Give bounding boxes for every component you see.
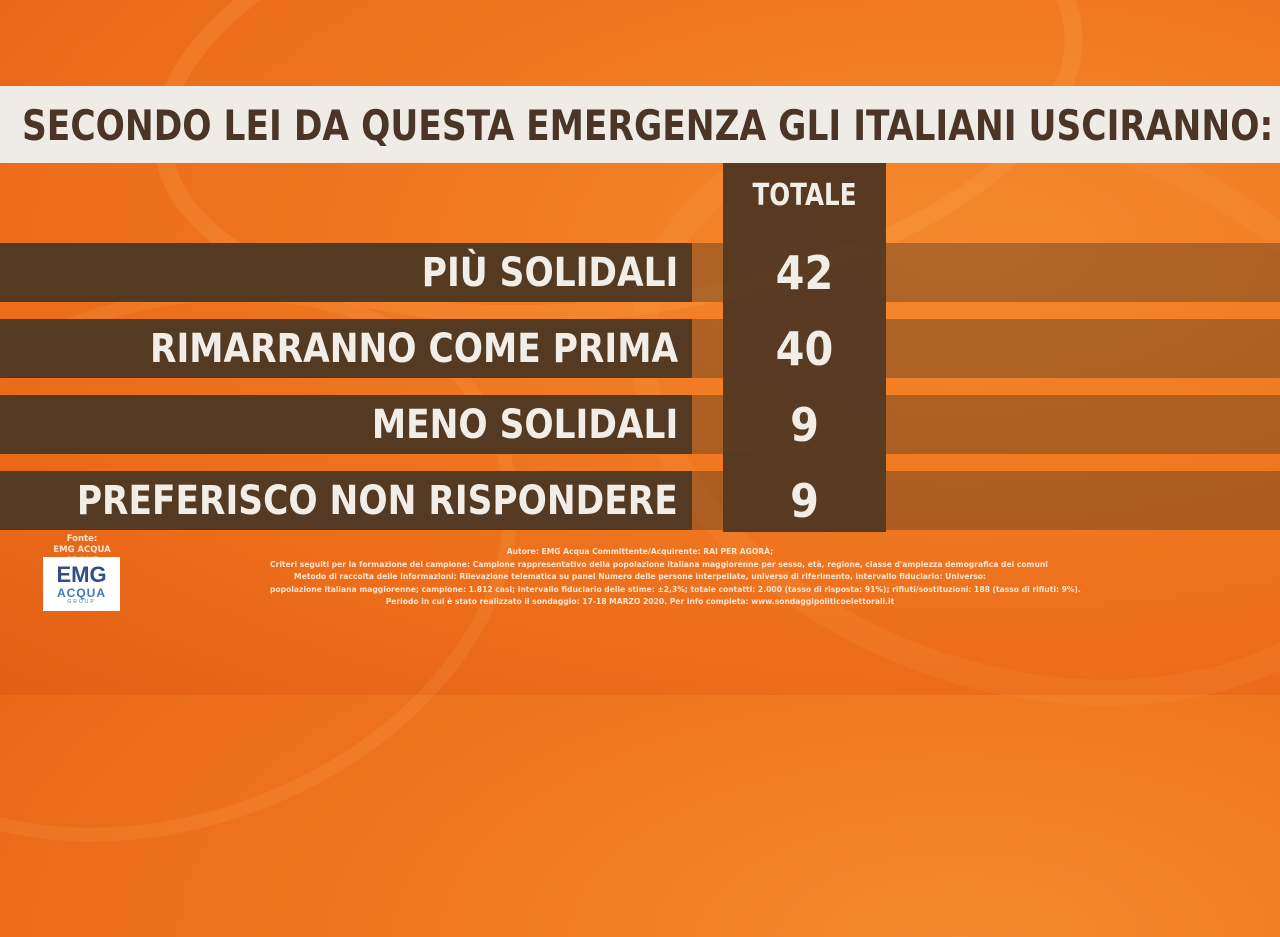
row-label: PREFERISCO NON RISPONDERE bbox=[77, 478, 678, 524]
row-label: MENO SOLIDALI bbox=[371, 402, 678, 448]
column-header-totale: TOTALE bbox=[752, 178, 857, 213]
note-line: Metodo di raccolta delle informazioni: R… bbox=[294, 572, 986, 581]
row-label-box: PIÙ SOLIDALI bbox=[0, 243, 692, 302]
emg-logo: EMG ACQUA GROUP bbox=[43, 557, 120, 611]
note-line: Criteri seguiti per la formazione del ca… bbox=[270, 559, 1048, 569]
logo-group-text: GROUP bbox=[67, 599, 96, 605]
logo-sub-text: ACQUA bbox=[57, 586, 106, 600]
note-line: popolazione italiana maggiorenne; campio… bbox=[270, 584, 1081, 594]
logo-main-text: EMG bbox=[56, 562, 107, 587]
row-label: PIÙ SOLIDALI bbox=[421, 250, 678, 296]
row-label-box: PREFERISCO NON RISPONDERE bbox=[0, 471, 692, 530]
note-line: Periodo in cui è stato realizzato il son… bbox=[385, 597, 895, 606]
chart-title: SECONDO LEI DA QUESTA EMERGENZA GLI ITAL… bbox=[22, 101, 1274, 150]
source-label: Fonte: bbox=[66, 534, 98, 544]
note-line: Autore: EMG Acqua Committente/Acquirente… bbox=[506, 547, 774, 556]
total-column bbox=[723, 163, 886, 532]
row-value: 9 bbox=[790, 474, 819, 528]
row-value: 9 bbox=[790, 398, 819, 452]
row-label-box: RIMARRANNO COME PRIMA bbox=[0, 319, 692, 378]
row-label: RIMARRANNO COME PRIMA bbox=[149, 326, 678, 372]
row-value: 40 bbox=[775, 322, 834, 376]
row-value: 42 bbox=[775, 246, 834, 300]
methodology-notes: Autore: EMG Acqua Committente/Acquirente… bbox=[270, 546, 1081, 609]
row-label-box: MENO SOLIDALI bbox=[0, 395, 692, 454]
title-bar: SECONDO LEI DA QUESTA EMERGENZA GLI ITAL… bbox=[0, 86, 1280, 163]
